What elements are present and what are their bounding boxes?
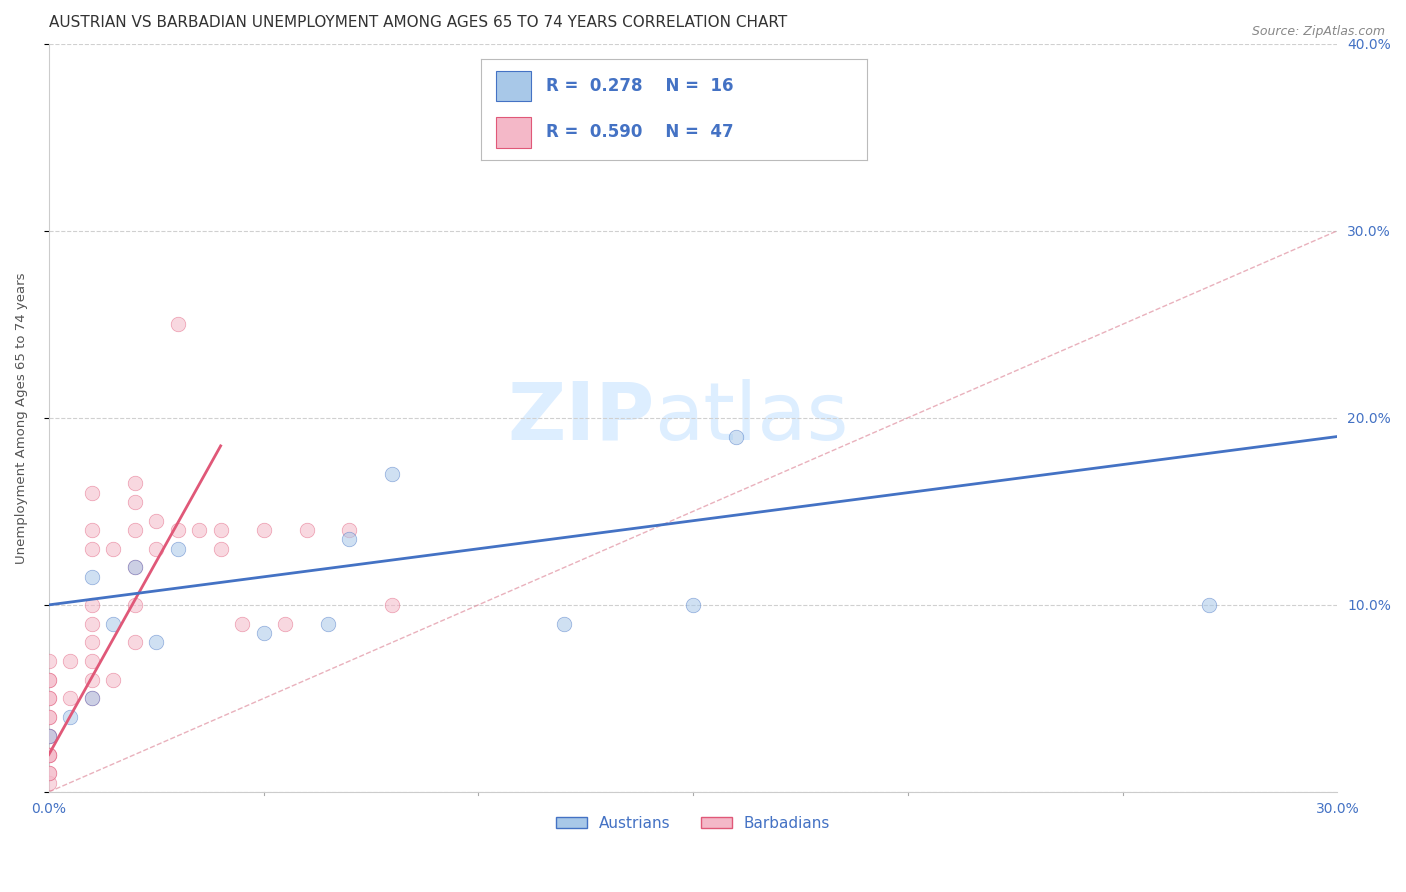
- Point: [381, 467, 404, 481]
- Legend: Austrians, Barbadians: Austrians, Barbadians: [550, 809, 837, 837]
- Point: [252, 523, 274, 537]
- Point: [316, 616, 339, 631]
- Point: [80, 673, 103, 687]
- Point: [38, 710, 60, 724]
- Y-axis label: Unemployment Among Ages 65 to 74 years: Unemployment Among Ages 65 to 74 years: [15, 272, 28, 564]
- Point: [38, 654, 60, 668]
- Point: [80, 616, 103, 631]
- Point: [38, 710, 60, 724]
- Point: [80, 691, 103, 706]
- Point: [103, 616, 125, 631]
- Point: [124, 495, 146, 509]
- Point: [725, 429, 748, 443]
- Point: [166, 523, 188, 537]
- Point: [38, 691, 60, 706]
- Point: [38, 775, 60, 789]
- Point: [124, 560, 146, 574]
- Point: [59, 710, 82, 724]
- Point: [124, 560, 146, 574]
- Point: [38, 747, 60, 762]
- Point: [339, 523, 361, 537]
- Point: [166, 318, 188, 332]
- Point: [80, 598, 103, 612]
- Point: [553, 616, 575, 631]
- Text: Source: ZipAtlas.com: Source: ZipAtlas.com: [1251, 25, 1385, 38]
- Point: [295, 523, 318, 537]
- Point: [209, 541, 232, 556]
- Point: [166, 541, 188, 556]
- Point: [59, 654, 82, 668]
- Point: [1198, 598, 1220, 612]
- Point: [381, 598, 404, 612]
- Point: [124, 598, 146, 612]
- Point: [80, 485, 103, 500]
- Point: [339, 533, 361, 547]
- Point: [124, 523, 146, 537]
- Point: [252, 626, 274, 640]
- Point: [80, 654, 103, 668]
- Point: [682, 598, 704, 612]
- Text: ZIP: ZIP: [508, 379, 654, 457]
- Point: [103, 541, 125, 556]
- Point: [145, 541, 167, 556]
- Point: [274, 616, 297, 631]
- Point: [80, 541, 103, 556]
- Point: [124, 476, 146, 491]
- Point: [209, 523, 232, 537]
- Point: [38, 766, 60, 780]
- Point: [103, 673, 125, 687]
- Point: [80, 523, 103, 537]
- Point: [38, 747, 60, 762]
- Point: [38, 673, 60, 687]
- Text: AUSTRIAN VS BARBADIAN UNEMPLOYMENT AMONG AGES 65 TO 74 YEARS CORRELATION CHART: AUSTRIAN VS BARBADIAN UNEMPLOYMENT AMONG…: [49, 15, 787, 30]
- Point: [59, 691, 82, 706]
- Point: [38, 673, 60, 687]
- Point: [145, 514, 167, 528]
- Point: [38, 729, 60, 743]
- Point: [80, 570, 103, 584]
- Point: [80, 635, 103, 649]
- Point: [80, 691, 103, 706]
- Point: [38, 729, 60, 743]
- Point: [231, 616, 253, 631]
- Point: [124, 635, 146, 649]
- Point: [188, 523, 211, 537]
- Point: [38, 691, 60, 706]
- Point: [38, 729, 60, 743]
- Point: [145, 635, 167, 649]
- Point: [38, 766, 60, 780]
- Point: [38, 747, 60, 762]
- Text: atlas: atlas: [654, 379, 849, 457]
